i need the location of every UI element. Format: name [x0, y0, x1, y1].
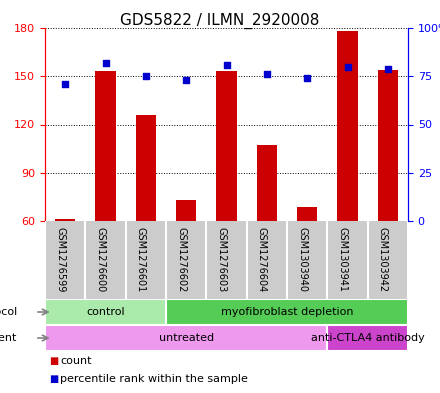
Point — [304, 75, 311, 81]
Text: anti-CTLA4 antibody: anti-CTLA4 antibody — [311, 333, 425, 343]
Text: GSM1276603: GSM1276603 — [216, 227, 227, 292]
Point — [62, 81, 69, 87]
Text: protocol: protocol — [0, 307, 17, 317]
Text: untreated: untreated — [158, 333, 214, 343]
Bar — [176, 200, 196, 221]
Bar — [257, 145, 277, 221]
Bar — [378, 70, 398, 221]
Bar — [55, 219, 75, 221]
Bar — [166, 299, 408, 325]
Point — [142, 73, 149, 79]
Bar — [136, 115, 156, 221]
Text: ■: ■ — [49, 356, 59, 366]
Point — [384, 65, 391, 72]
Point — [223, 62, 230, 68]
Text: ■: ■ — [49, 374, 59, 384]
Point — [102, 60, 109, 66]
Text: GSM1276601: GSM1276601 — [136, 227, 146, 292]
Bar — [337, 31, 358, 221]
Bar — [95, 72, 116, 221]
Text: agent: agent — [0, 333, 17, 343]
Text: GSM1303940: GSM1303940 — [297, 227, 307, 292]
Point — [344, 63, 351, 70]
Text: percentile rank within the sample: percentile rank within the sample — [60, 374, 248, 384]
Text: GSM1276604: GSM1276604 — [257, 227, 267, 292]
Point — [263, 71, 270, 77]
Text: GSM1276600: GSM1276600 — [95, 227, 106, 292]
Bar — [45, 299, 166, 325]
Text: control: control — [86, 307, 125, 317]
Text: GSM1276602: GSM1276602 — [176, 227, 186, 293]
Text: myofibroblast depletion: myofibroblast depletion — [221, 307, 353, 317]
Text: count: count — [60, 356, 92, 366]
Text: GSM1276599: GSM1276599 — [55, 227, 65, 293]
Bar — [216, 72, 237, 221]
Bar — [297, 207, 317, 221]
Bar — [327, 325, 408, 351]
Point — [183, 77, 190, 83]
Text: GSM1303942: GSM1303942 — [378, 227, 388, 292]
Bar — [45, 325, 327, 351]
Text: GDS5822 / ILMN_2920008: GDS5822 / ILMN_2920008 — [120, 13, 320, 29]
Text: GSM1303941: GSM1303941 — [337, 227, 348, 292]
